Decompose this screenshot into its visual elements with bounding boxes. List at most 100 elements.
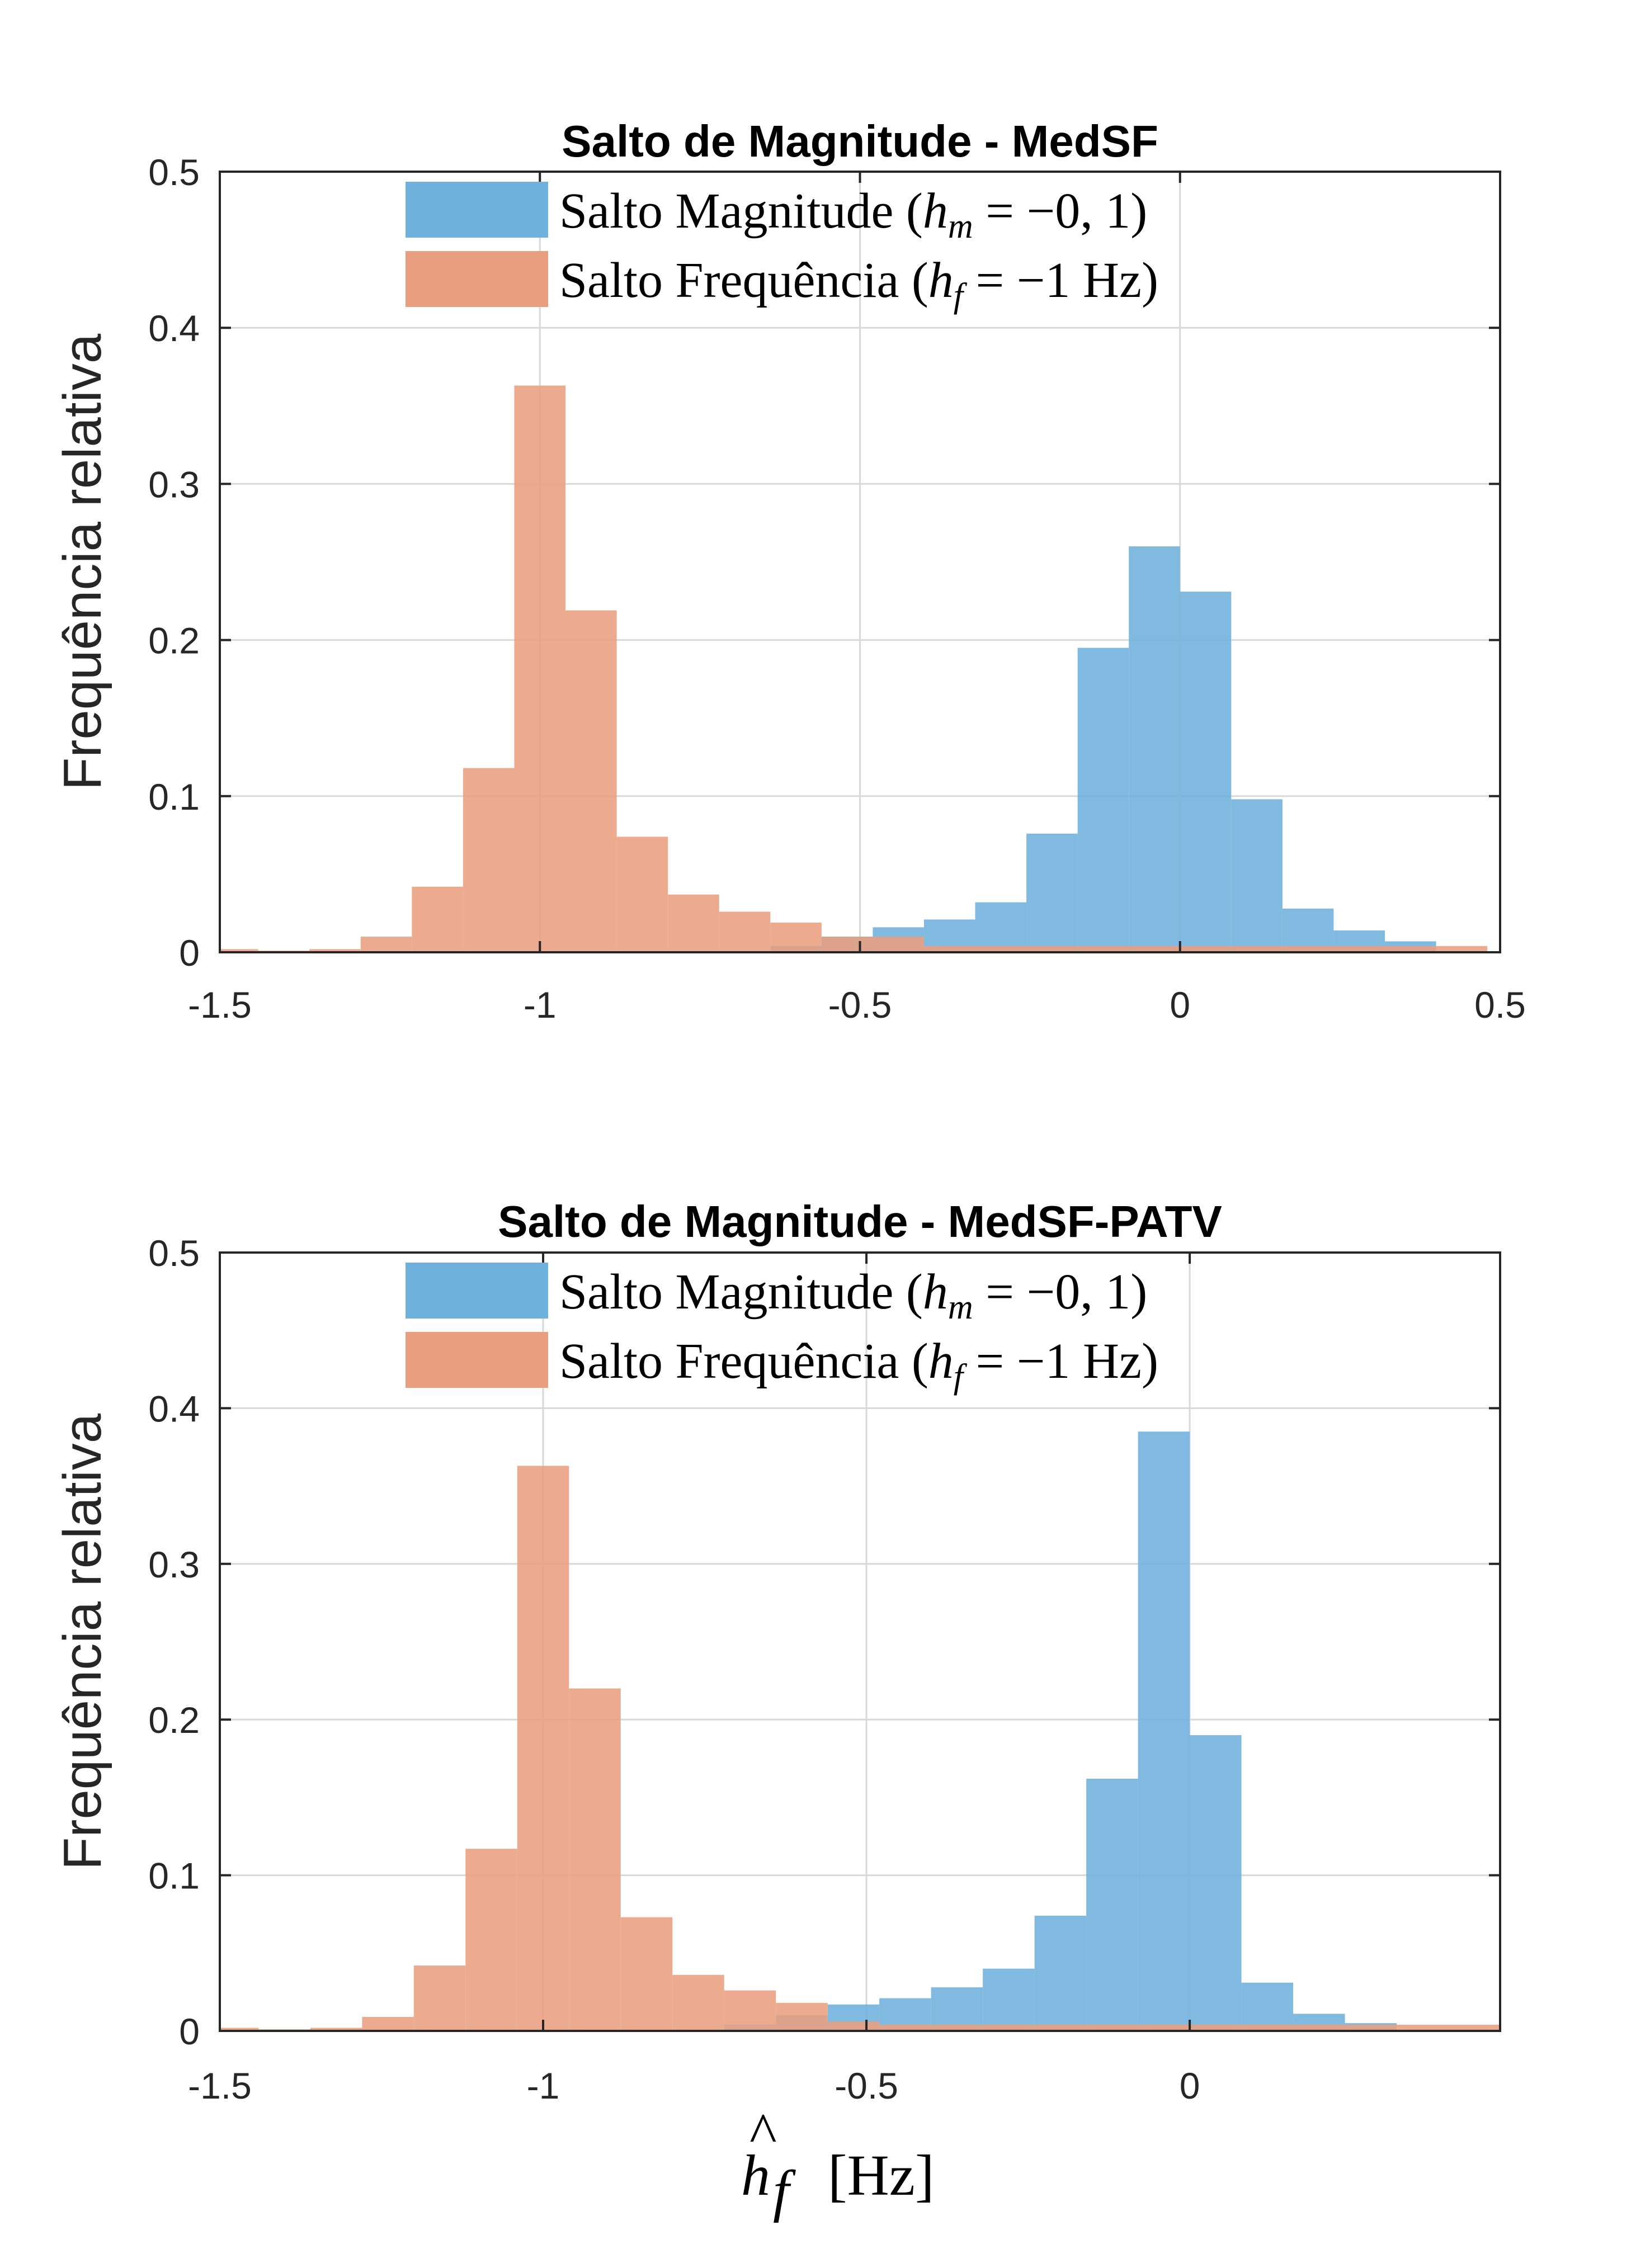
y-tick-label: 0.4: [148, 308, 200, 349]
legend-entry-label: Salto Magnitude (hm = −0, 1): [559, 183, 1147, 245]
legend-swatch: [406, 1263, 548, 1319]
histogram-bar: [220, 2028, 259, 2031]
histogram-bar: [1138, 2024, 1190, 2031]
legend-text-part: Salto Magnitude (: [559, 1264, 923, 1320]
histogram-bar: [1282, 908, 1334, 952]
histogram-bar: [931, 2024, 983, 2031]
histogram-bar: [620, 1917, 673, 2031]
histogram-bar: [362, 2016, 414, 2031]
grid-lines: [220, 172, 1500, 952]
histogram-bar: [569, 1688, 621, 2031]
x-tick-label: 0: [1180, 2065, 1200, 2106]
legend-text-part: Salto Frequência (: [559, 253, 928, 308]
legend-var: h: [923, 1264, 948, 1320]
histogram-bar: [463, 768, 515, 952]
histogram-bar: [1026, 833, 1078, 952]
y-tick-label: 0.1: [148, 776, 200, 818]
legend-var: h: [928, 1334, 954, 1389]
legend-swatch: [406, 1332, 548, 1388]
legend-text-part: = −0, 1): [973, 1264, 1147, 1320]
y-tick-label: 0.3: [148, 464, 200, 505]
x-tick-label: -1: [524, 984, 557, 1026]
histogram-bar: [1034, 1915, 1087, 2031]
histogram-bar: [1086, 2024, 1138, 2031]
histogram-bar: [514, 385, 566, 952]
legend-var: h: [923, 183, 948, 239]
chart-title: Salto de Magnitude - MedSF: [562, 116, 1158, 166]
histogram-bar: [975, 902, 1027, 952]
histogram-panel-medsf-patv: -1.5 -1 -0.5 0 0 0.1 0.2 0.3 0.4 0.5 Salto de Magn…: [53, 1197, 1501, 2223]
x-tick-label: -1.5: [188, 2065, 252, 2106]
histogram-bar: [1129, 546, 1180, 952]
histogram-bar: [1345, 2024, 1397, 2031]
histogram-bar: [1180, 946, 1232, 952]
histogram-bar: [923, 946, 975, 952]
y-tick-label: 0: [179, 2011, 200, 2052]
x-label-subscript: f: [773, 2159, 796, 2223]
x-tick-label: -0.5: [828, 984, 892, 1026]
histogram-bar: [879, 2024, 931, 2031]
histogram-bar: [1384, 946, 1436, 952]
histogram-bar: [1397, 2024, 1449, 2031]
histogram-bar: [220, 949, 258, 952]
histogram-bar: [1086, 1778, 1138, 2031]
histogram-bar: [672, 1974, 724, 2031]
legend-entry-label: Salto Frequência (hf = −1 Hz): [559, 253, 1158, 315]
x-label-unit: [Hz]: [828, 2143, 935, 2208]
histogram-bar: [1138, 1431, 1190, 2031]
histogram-bar: [1180, 592, 1232, 952]
y-tick-label: 0.1: [148, 1855, 200, 1897]
x-tick-label: 0.5: [1474, 984, 1526, 1026]
histogram-bar: [776, 2002, 828, 2031]
y-tick-label: 0.2: [148, 1699, 200, 1741]
histogram-bar: [517, 1466, 569, 2031]
histogram-bar: [309, 949, 361, 952]
x-axis-label: h^f [Hz]: [741, 2101, 935, 2223]
legend: Salto Magnitude (hm = −0, 1) Salto Frequê…: [406, 182, 1158, 315]
bars-group: [220, 1431, 1500, 2031]
hat-accent-icon: ^: [749, 2101, 777, 2166]
legend-subscript: m: [948, 1288, 973, 1326]
histogram-bar: [310, 2028, 362, 2031]
histogram-bar: [565, 610, 617, 952]
histogram-bar: [931, 1987, 983, 2031]
histogram-bar: [1282, 946, 1334, 952]
histogram-bar: [983, 2024, 1035, 2031]
x-tick-label: -1: [527, 2065, 560, 2106]
legend-subscript: m: [948, 207, 973, 245]
y-tick-label: 0.4: [148, 1388, 200, 1429]
legend: Salto Magnitude (hm = −0, 1) Salto Frequê…: [406, 1263, 1158, 1396]
x-label-var: h: [741, 2143, 770, 2208]
y-axis-label: Frequência relativa: [53, 1413, 112, 1870]
histogram-bar: [360, 937, 412, 952]
histogram-bar: [975, 946, 1027, 952]
histogram-bar: [412, 886, 463, 952]
histogram-bar: [1231, 799, 1283, 952]
histogram-bar: [1293, 2024, 1345, 2031]
legend-entry-label: Salto Magnitude (hm = −0, 1): [559, 1264, 1147, 1326]
histogram-bar: [1190, 1735, 1242, 2031]
x-tick-label: -1.5: [188, 984, 252, 1026]
histogram-bar: [1333, 946, 1385, 952]
histogram-bar: [1190, 2024, 1242, 2031]
histogram-bar: [821, 937, 873, 952]
y-tick-label: 0.5: [148, 152, 200, 193]
legend-swatch: [406, 182, 548, 238]
histogram-bar: [413, 1965, 466, 2031]
y-axis-label: Frequência relativa: [53, 333, 112, 790]
histogram-bar: [770, 922, 822, 952]
histogram-bar: [873, 937, 924, 952]
histogram-bar: [1034, 2024, 1087, 2031]
legend-text-part: Salto Magnitude (: [559, 183, 923, 239]
histogram-bar: [616, 837, 668, 952]
chart-title: Salto de Magnitude - MedSF-PATV: [498, 1197, 1222, 1246]
histogram-bar: [1077, 946, 1129, 952]
legend-swatch: [406, 251, 548, 307]
x-tick-label: 0: [1170, 984, 1190, 1026]
legend-entry-label: Salto Frequência (hf = −1 Hz): [559, 1334, 1158, 1396]
histogram-bar: [1026, 946, 1078, 952]
y-tick-label: 0.2: [148, 620, 200, 662]
histogram-bar: [983, 1968, 1035, 2031]
histogram-bar: [1241, 1982, 1294, 2031]
